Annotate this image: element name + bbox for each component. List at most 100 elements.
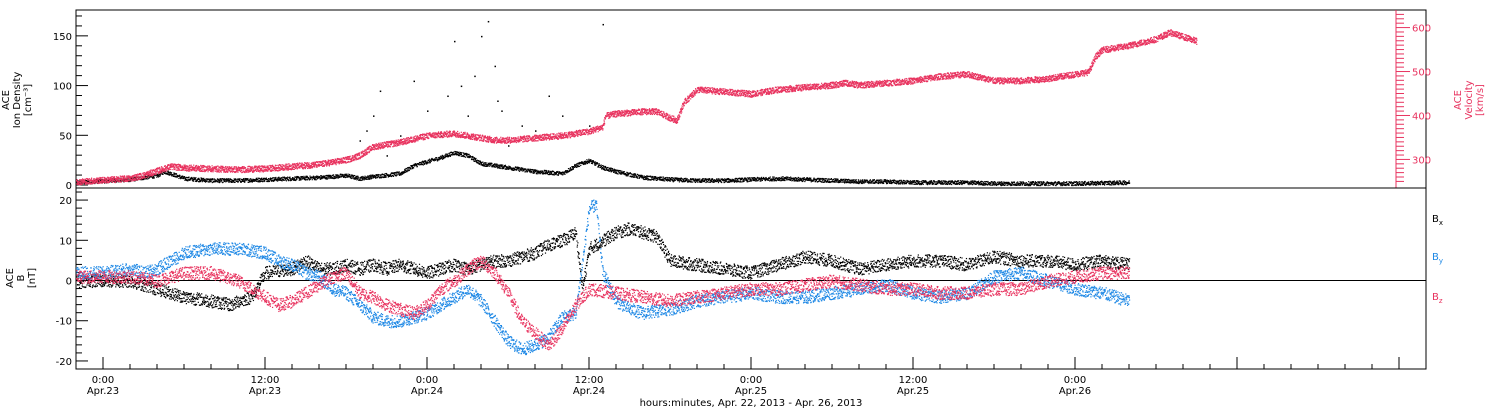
density-point xyxy=(345,177,346,178)
density-point xyxy=(351,176,352,177)
density-point xyxy=(239,178,240,179)
density-point xyxy=(427,162,428,163)
density-point xyxy=(411,168,412,169)
density-point xyxy=(461,154,462,155)
velocity-tick-label: 400 xyxy=(1412,111,1431,122)
density-point xyxy=(228,178,229,179)
density-point xyxy=(413,167,414,168)
density-point xyxy=(188,177,189,178)
density-point xyxy=(440,156,441,157)
density-point xyxy=(310,179,311,180)
density-point xyxy=(281,177,282,178)
density-point xyxy=(399,171,400,172)
density-point xyxy=(197,181,198,182)
density-point xyxy=(350,176,351,177)
density-point xyxy=(327,177,328,178)
density-point xyxy=(401,174,402,175)
density-point xyxy=(224,181,225,182)
density-point xyxy=(521,170,522,171)
density-point xyxy=(307,179,308,180)
density-point xyxy=(333,174,334,175)
density-point xyxy=(526,170,527,171)
density-point xyxy=(423,164,424,165)
density-point xyxy=(465,157,466,158)
density-point xyxy=(283,180,284,181)
density-point xyxy=(256,178,257,179)
density-point xyxy=(364,176,365,177)
density-point xyxy=(505,165,506,166)
density-point xyxy=(419,164,420,165)
density-point xyxy=(281,180,282,181)
density-point xyxy=(461,152,462,153)
density-point xyxy=(447,154,448,155)
density-point xyxy=(244,182,245,183)
density-point xyxy=(396,173,397,174)
density-point xyxy=(425,161,426,162)
density-point xyxy=(367,179,368,180)
density-point xyxy=(262,181,263,182)
density-point xyxy=(393,176,394,177)
density-point xyxy=(494,163,495,164)
density-point xyxy=(358,178,359,179)
density-point xyxy=(502,164,503,165)
density-point xyxy=(178,178,179,179)
density-point xyxy=(384,174,385,175)
density-tick-label: 150 xyxy=(53,32,72,43)
density-point xyxy=(360,180,361,181)
density-point xyxy=(220,181,221,182)
density-point xyxy=(171,172,172,173)
density-point xyxy=(453,152,454,153)
density-point xyxy=(162,174,163,175)
density-point xyxy=(467,153,468,154)
density-point xyxy=(316,179,317,180)
density-point xyxy=(287,177,288,178)
density-point xyxy=(245,180,246,181)
figure: 300400500600050100150 -20-1001020BxByBz … xyxy=(0,0,1500,410)
density-point xyxy=(471,159,472,160)
density-point xyxy=(520,167,521,168)
density-point xyxy=(219,182,220,183)
density-point xyxy=(309,176,310,177)
density-point xyxy=(402,174,403,175)
density-point xyxy=(458,154,459,155)
density-point xyxy=(203,178,204,179)
density-point xyxy=(501,164,502,165)
top-panel-frame xyxy=(76,10,1426,188)
density-point xyxy=(371,177,372,178)
density-point xyxy=(385,173,386,174)
density-point xyxy=(275,177,276,178)
density-point xyxy=(195,177,196,178)
density-point xyxy=(238,181,239,182)
density-point xyxy=(386,177,387,178)
density-point xyxy=(339,175,340,176)
density-point xyxy=(272,177,273,178)
density-point xyxy=(206,181,207,182)
density-point xyxy=(346,174,347,175)
density-point xyxy=(312,179,313,180)
density-point xyxy=(409,169,410,170)
density-point xyxy=(347,174,348,175)
density-point xyxy=(235,182,236,183)
density-point xyxy=(168,172,169,173)
density-point xyxy=(330,178,331,179)
density-point xyxy=(209,181,210,182)
density-point xyxy=(218,182,219,183)
density-point xyxy=(307,176,308,177)
density-point xyxy=(458,152,459,153)
density-point xyxy=(269,181,270,182)
density-point xyxy=(286,180,287,181)
density-point xyxy=(172,174,173,175)
density-point xyxy=(267,179,268,180)
density-point xyxy=(472,156,473,157)
density-point xyxy=(154,177,155,178)
density-point xyxy=(223,182,224,183)
density-point xyxy=(428,162,429,163)
density-point xyxy=(243,178,244,179)
density-point xyxy=(268,178,269,179)
density-point xyxy=(397,174,398,175)
density-point xyxy=(296,179,297,180)
density-tick-label: 50 xyxy=(59,131,72,142)
density-point xyxy=(302,176,303,177)
density-point xyxy=(509,166,510,167)
density-point xyxy=(247,178,248,179)
